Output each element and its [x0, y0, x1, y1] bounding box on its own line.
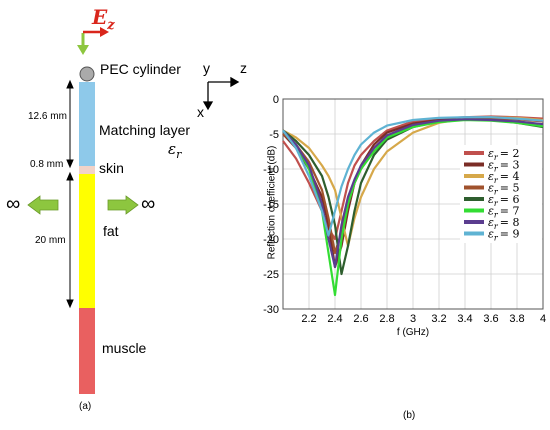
- x-tick-label: 2.8: [379, 313, 394, 325]
- y-tick-label: -15: [263, 199, 279, 211]
- infinity-arrow-right-icon: [107, 195, 139, 215]
- y-tick-label: 0: [273, 94, 279, 106]
- x-tick-label: 4: [540, 313, 546, 325]
- field-label-base: E: [92, 5, 108, 29]
- legend-label: εr = 2: [488, 147, 519, 162]
- infinity-arrow-left-icon: [27, 195, 59, 215]
- y-tick-label: -5: [269, 129, 279, 141]
- x-tick-label: 3.4: [457, 313, 472, 325]
- x-tick-label: 2.4: [327, 313, 342, 325]
- legend-label: εr = 7: [488, 205, 519, 220]
- eps-label-base: ε: [168, 140, 177, 158]
- panel-b-label: (b): [403, 410, 416, 421]
- eps-label: εr: [168, 140, 181, 161]
- skin-layer: [79, 166, 95, 174]
- matching-layer-label: Matching layer: [99, 122, 191, 138]
- axis-z-label: z: [240, 60, 247, 76]
- y-tick-label: -20: [263, 234, 279, 246]
- skin-label: skin: [99, 160, 124, 176]
- series-line: [282, 116, 544, 237]
- y-tick-label: -10: [263, 164, 279, 176]
- chart-xlabel: f (GHz): [396, 327, 430, 338]
- axis-x-label: x: [197, 104, 204, 120]
- axis-x-arrow-icon: [202, 101, 214, 111]
- legend-label: εr = 9: [488, 228, 519, 243]
- y-tick-label: -25: [263, 269, 279, 281]
- dim-arrow-icon: [66, 171, 74, 181]
- x-tick-label: 3.2: [431, 313, 446, 325]
- field-label: Ez: [92, 5, 115, 33]
- fat-label: fat: [103, 223, 119, 239]
- axis-y-label: y: [203, 60, 210, 76]
- series-line: [282, 118, 544, 269]
- x-tick-label: 2.6: [353, 313, 368, 325]
- field-arrow-down-icon: [77, 45, 89, 55]
- pec-label: PEC cylinder: [100, 61, 181, 77]
- matching-layer: [79, 82, 95, 166]
- panel-a-label: (a): [79, 401, 92, 412]
- legend-box: [460, 145, 542, 243]
- field-label-sub: z: [107, 18, 115, 33]
- legend-label: εr = 3: [488, 159, 519, 174]
- x-tick-label: 3: [410, 313, 416, 325]
- chart-ticks-group: 2.2 2.4 2.6 2.8 3 3.2 3.4 3.6 3.8 4 0 -5 -10 -15 -20 -2…: [263, 94, 546, 325]
- dim-arrow-icon: [66, 79, 74, 89]
- chart-ylabel: Reflection coefficient (dB): [266, 145, 278, 260]
- x-tick-label: 3.6: [483, 313, 498, 325]
- x-tick-label: 3.8: [509, 313, 524, 325]
- pec-cylinder: [79, 66, 95, 82]
- axis-z-arrow-icon: [230, 76, 240, 88]
- dim-skin-label: 0.8 mm: [30, 159, 64, 170]
- chart-legend: εr = 2εr = 3εr = 4εr = 5εr = 6εr = 7εr = 8εr = 9: [460, 145, 542, 243]
- infinity-right-label: ∞: [141, 193, 156, 215]
- ez-arrow-head-icon: [100, 27, 109, 37]
- fat-layer: [79, 174, 95, 308]
- legend-label: εr = 6: [488, 193, 519, 208]
- legend-label: εr = 8: [488, 216, 519, 231]
- infinity-left-label: ∞: [6, 193, 21, 215]
- x-tick-label: 2.2: [301, 313, 316, 325]
- muscle-label: muscle: [102, 340, 147, 356]
- y-tick-label: -30: [263, 304, 279, 316]
- eps-label-sub: r: [176, 148, 182, 161]
- dim-fat-label: 20 mm: [35, 235, 66, 246]
- dim-arrow-icon: [66, 299, 74, 309]
- legend-label: εr = 4: [488, 170, 519, 185]
- chart-series-group: [282, 115, 544, 297]
- legend-label: εr = 5: [488, 182, 519, 197]
- chart-plot-area: [282, 98, 544, 310]
- muscle-layer: [79, 308, 95, 394]
- dim-matching-label: 12.6 mm: [28, 111, 67, 122]
